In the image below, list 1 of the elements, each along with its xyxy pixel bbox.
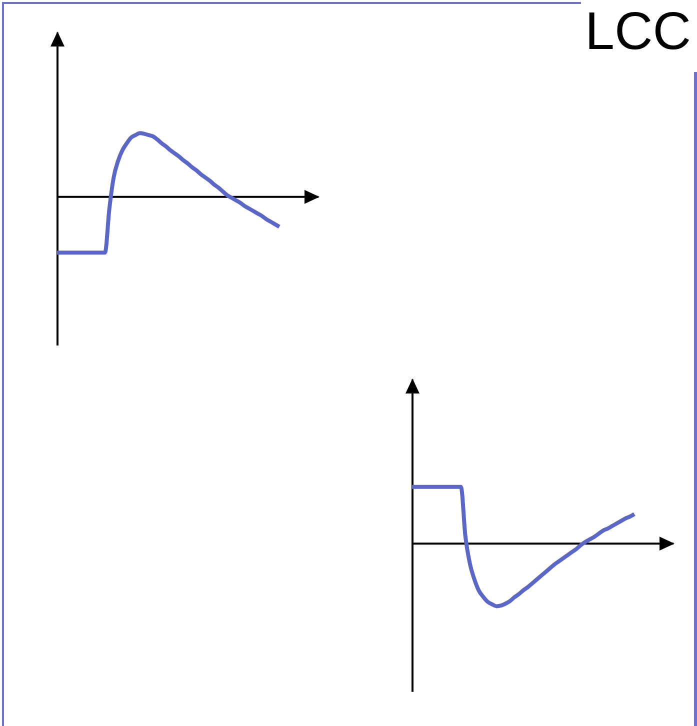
chart-title: LCC: [584, 2, 692, 61]
